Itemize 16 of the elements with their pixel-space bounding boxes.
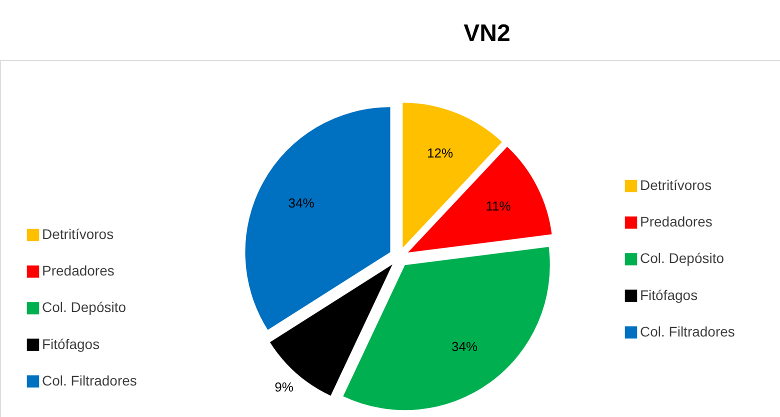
chart-title: VN2 — [464, 20, 510, 47]
legend-label: Col. Filtradores — [42, 372, 137, 388]
category-label: Detritívoros — [42, 226, 114, 242]
legend-label: Detritívoros — [640, 177, 712, 193]
data-label: 11% — [486, 198, 512, 214]
category-label: Col. Depósito — [42, 299, 126, 316]
data-label: 9% — [274, 379, 294, 394]
category-label: Predadores — [42, 262, 114, 279]
legend-label: Predadores — [640, 214, 712, 230]
data-label: 34% — [288, 195, 315, 210]
category-label: Fitófagos — [640, 286, 698, 303]
category-label: Col. Filtradores — [640, 323, 735, 340]
data-label: 34% — [452, 339, 478, 354]
legend-label: Fitófagos — [42, 336, 100, 352]
legend-label: Col. Depósito — [640, 250, 724, 266]
data-label: 12% — [427, 145, 454, 160]
